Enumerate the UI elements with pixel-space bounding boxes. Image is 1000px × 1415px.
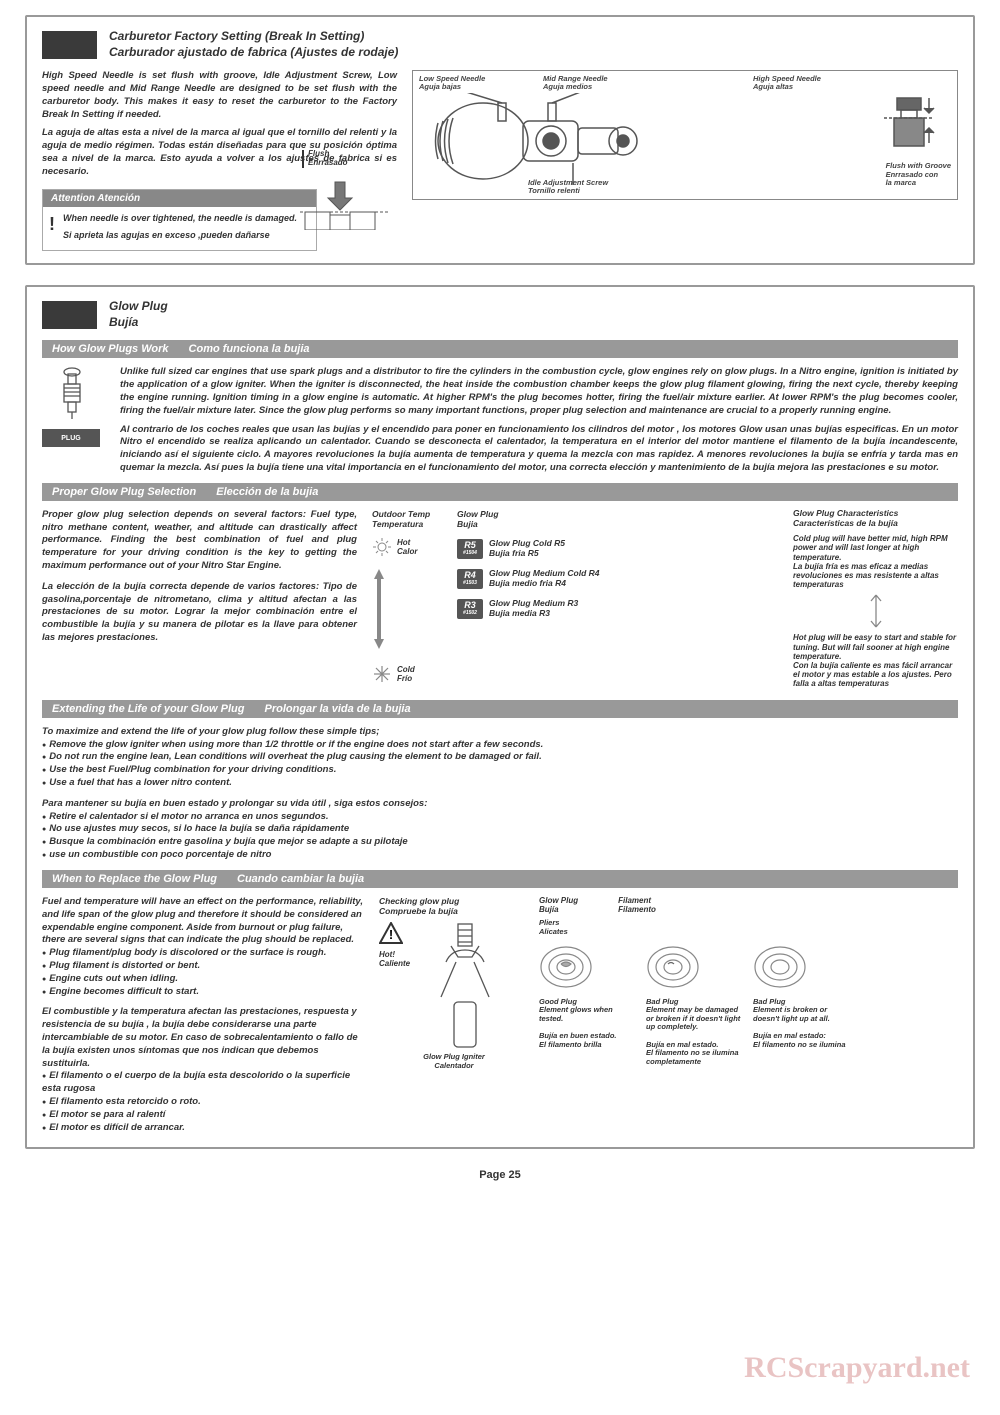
low-speed-label: Low Speed Needle Aguja bajas [419, 75, 485, 92]
flush-diagram [300, 180, 390, 230]
replace-text: Fuel and temperature will have an effect… [42, 896, 367, 1135]
carburetor-section: Carburetor Factory Setting (Break In Set… [25, 15, 975, 265]
how-text-en: Unlike full sized car engines that use s… [120, 366, 958, 417]
temp-arrow [372, 569, 386, 649]
page-number: Page 25 [25, 1169, 975, 1181]
plug-logo: PLUG [42, 429, 100, 447]
r4-badge: R4#1503 [457, 569, 483, 589]
selection-header: Proper Glow Plug SelectionElección de la… [42, 483, 958, 501]
char-cold: Cold plug will have better mid, high RPM… [793, 534, 958, 589]
hsn-svg [879, 93, 939, 168]
temp-header: Outdoor Temp Temperatura [372, 509, 447, 529]
section1-title-en: Carburetor Factory Setting (Break In Set… [109, 29, 398, 45]
pliers-label: Pliers Alicates [539, 918, 958, 936]
section2-title-es: Bujía [109, 315, 168, 331]
snow-icon [372, 664, 392, 684]
attention-es: Si aprieta las agujas en exceso ,pueden … [63, 230, 308, 242]
hot-warning: Hot! Caliente [379, 950, 410, 968]
filament-label: Filament Filamento [618, 896, 656, 914]
bad-plug1-icon [646, 942, 701, 992]
good-plug-icon [539, 942, 594, 992]
attention-box: Attention Atención When needle is over t… [42, 189, 317, 251]
r3-badge: R3#1502 [457, 599, 483, 619]
flush-label: FlushEnrrasado [302, 150, 348, 168]
how-text-es: Al contrario de los coches reales que us… [120, 424, 958, 475]
r5-badge: R5#1504 [457, 539, 483, 559]
char-arrow [869, 593, 883, 629]
bad-plug2-icon [753, 942, 808, 992]
carb-svg [423, 93, 723, 188]
section-marker [42, 31, 97, 59]
svg-text:!: ! [389, 927, 393, 942]
high-speed-label: High Speed Needle Aguja altas [753, 75, 821, 92]
glowplug-icon [58, 366, 86, 421]
sel-text-en: Proper glow plug selection depends on se… [42, 509, 357, 573]
checking-header: Checking glow plug Compruebe la bujía [379, 896, 529, 916]
plug-header: Glow Plug Bujia [457, 509, 783, 529]
glowplug-label: Glow Plug Bujía [539, 896, 578, 914]
mid-range-label: Mid Range Needle Aguja medios [543, 75, 608, 92]
char-hot: Hot plug will be easy to start and stabl… [793, 633, 958, 688]
char-header: Glow Plug Characteristics Característica… [793, 509, 958, 529]
section2-title-en: Glow Plug [109, 299, 168, 315]
sel-text-es: La elección de la bujía correcta depende… [42, 581, 357, 645]
attention-header: Attention Atención [43, 190, 316, 207]
how-works-header: How Glow Plugs WorkComo funciona la buji… [42, 340, 958, 358]
section1-text-en: High Speed Needle is set flush with groo… [42, 70, 397, 121]
sun-icon [372, 537, 392, 557]
igniter-label: Glow Plug Igniter Calentador [379, 1052, 529, 1070]
extending-header: Extending the Life of your Glow PlugProl… [42, 700, 958, 718]
attention-en: When needle is over tightened, the needl… [63, 213, 308, 225]
section1-title-es: Carburador ajustado de fabrica (Ajustes … [109, 45, 398, 61]
extending-tips: To maximize and extend the life of your … [42, 726, 958, 862]
glowplug-section: Glow Plug Bujía How Glow Plugs WorkComo … [25, 285, 975, 1148]
warning-icon: ! [379, 922, 403, 944]
pliers-diagram [416, 922, 516, 1052]
replace-header: When to Replace the Glow PlugCuando camb… [42, 870, 958, 888]
watermark: RCScrapyard.net [744, 1351, 970, 1385]
carburetor-diagram: Low Speed Needle Aguja bajas Mid Range N… [412, 70, 958, 200]
section-marker [42, 301, 97, 329]
